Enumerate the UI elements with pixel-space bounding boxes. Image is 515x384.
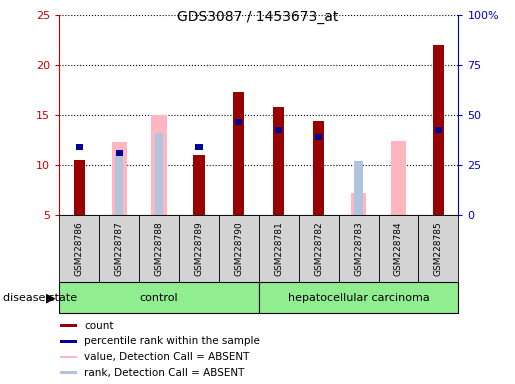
Bar (315, 134, 322, 140)
Bar (235, 119, 243, 125)
Bar (151, 115, 166, 215)
Text: control: control (140, 293, 178, 303)
Text: GSM228790: GSM228790 (234, 221, 243, 276)
Bar (60, 371, 77, 374)
Bar (60, 324, 77, 327)
Text: disease state: disease state (3, 293, 77, 303)
Bar (195, 144, 202, 150)
Bar (379, 215, 418, 282)
Bar (314, 140, 323, 215)
Text: GSM228786: GSM228786 (75, 221, 83, 276)
Bar (76, 144, 83, 150)
Text: hepatocellular carcinoma: hepatocellular carcinoma (288, 293, 430, 303)
Text: value, Detection Call = ABSENT: value, Detection Call = ABSENT (84, 352, 249, 362)
Bar (74, 160, 85, 215)
Bar (433, 45, 444, 215)
Bar (275, 127, 282, 133)
Text: ▶: ▶ (45, 291, 55, 304)
Text: GSM228783: GSM228783 (354, 221, 363, 276)
Text: GDS3087 / 1453673_at: GDS3087 / 1453673_at (177, 10, 338, 23)
Bar (193, 155, 204, 215)
Bar (435, 127, 442, 133)
Bar (115, 153, 124, 215)
Bar (219, 215, 259, 282)
Text: rank, Detection Call = ABSENT: rank, Detection Call = ABSENT (84, 367, 244, 377)
Bar (259, 282, 458, 313)
Text: percentile rank within the sample: percentile rank within the sample (84, 336, 260, 346)
Bar (115, 151, 123, 156)
Bar (139, 215, 179, 282)
Bar (418, 215, 458, 282)
Text: GSM228782: GSM228782 (314, 221, 323, 276)
Text: GSM228787: GSM228787 (115, 221, 124, 276)
Bar (233, 92, 245, 215)
Bar (391, 141, 406, 215)
Bar (273, 107, 284, 215)
Bar (339, 215, 379, 282)
Bar (59, 215, 99, 282)
Bar (299, 215, 339, 282)
Bar (313, 121, 324, 215)
Bar (354, 161, 363, 215)
Text: GSM228789: GSM228789 (195, 221, 203, 276)
Bar (59, 282, 259, 313)
Bar (259, 215, 299, 282)
Bar (351, 193, 366, 215)
Bar (154, 133, 163, 215)
Bar (60, 340, 77, 343)
Text: GSM228785: GSM228785 (434, 221, 443, 276)
Bar (179, 215, 219, 282)
Text: count: count (84, 321, 113, 331)
Text: GSM228784: GSM228784 (394, 221, 403, 276)
Bar (99, 215, 139, 282)
Bar (112, 142, 127, 215)
Bar (60, 356, 77, 358)
Text: GSM228788: GSM228788 (154, 221, 163, 276)
Text: GSM228781: GSM228781 (274, 221, 283, 276)
